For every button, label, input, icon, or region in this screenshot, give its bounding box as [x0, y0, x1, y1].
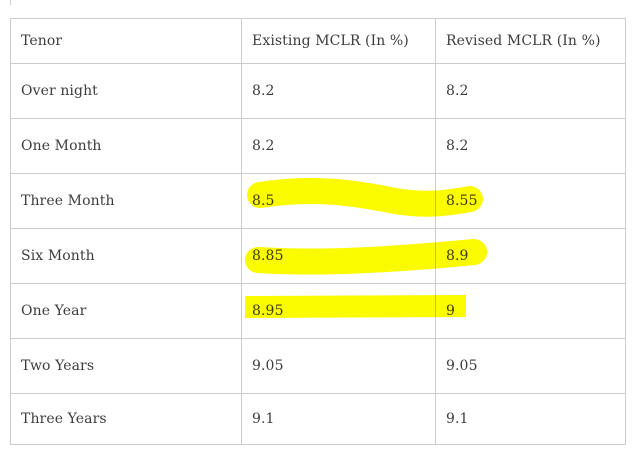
revised-cell: 9.1: [435, 393, 626, 445]
existing-cell: 8.2: [241, 63, 436, 119]
existing-cell: 8.5: [241, 173, 436, 229]
existing-cell: 8.95: [241, 283, 436, 339]
mclr-rates-table: Tenor Existing MCLR (In %) Revised MCLR …: [10, 18, 626, 445]
table-row: Six Month 8.85 8.9: [10, 228, 626, 284]
tenor-cell: Six Month: [10, 228, 242, 284]
table-row: Over night 8.2 8.2: [10, 63, 626, 119]
table-row: Three Month 8.5 8.55: [10, 173, 626, 229]
tenor-cell: One Month: [10, 118, 242, 174]
table-row: One Month 8.2 8.2: [10, 118, 626, 174]
revised-cell: 9: [435, 283, 626, 339]
existing-cell: 9.1: [241, 393, 436, 445]
cropped-border-artifact: [10, 0, 11, 5]
column-header-revised: Revised MCLR (In %): [435, 18, 626, 64]
revised-cell: 8.2: [435, 63, 626, 119]
revised-cell: 8.2: [435, 118, 626, 174]
existing-cell: 8.85: [241, 228, 436, 284]
existing-cell: 9.05: [241, 338, 436, 394]
tenor-cell: Two Years: [10, 338, 242, 394]
existing-cell: 8.2: [241, 118, 436, 174]
tenor-cell: Three Years: [10, 393, 242, 445]
column-header-existing: Existing MCLR (In %): [241, 18, 436, 64]
revised-cell: 9.05: [435, 338, 626, 394]
revised-cell: 8.55: [435, 173, 626, 229]
table-row: One Year 8.95 9: [10, 283, 626, 339]
table-row: Two Years 9.05 9.05: [10, 338, 626, 394]
tenor-cell: Over night: [10, 63, 242, 119]
column-header-tenor: Tenor: [10, 18, 242, 64]
table-header-row: Tenor Existing MCLR (In %) Revised MCLR …: [10, 18, 626, 64]
tenor-cell: One Year: [10, 283, 242, 339]
revised-cell: 8.9: [435, 228, 626, 284]
table-row: Three Years 9.1 9.1: [10, 393, 626, 445]
tenor-cell: Three Month: [10, 173, 242, 229]
